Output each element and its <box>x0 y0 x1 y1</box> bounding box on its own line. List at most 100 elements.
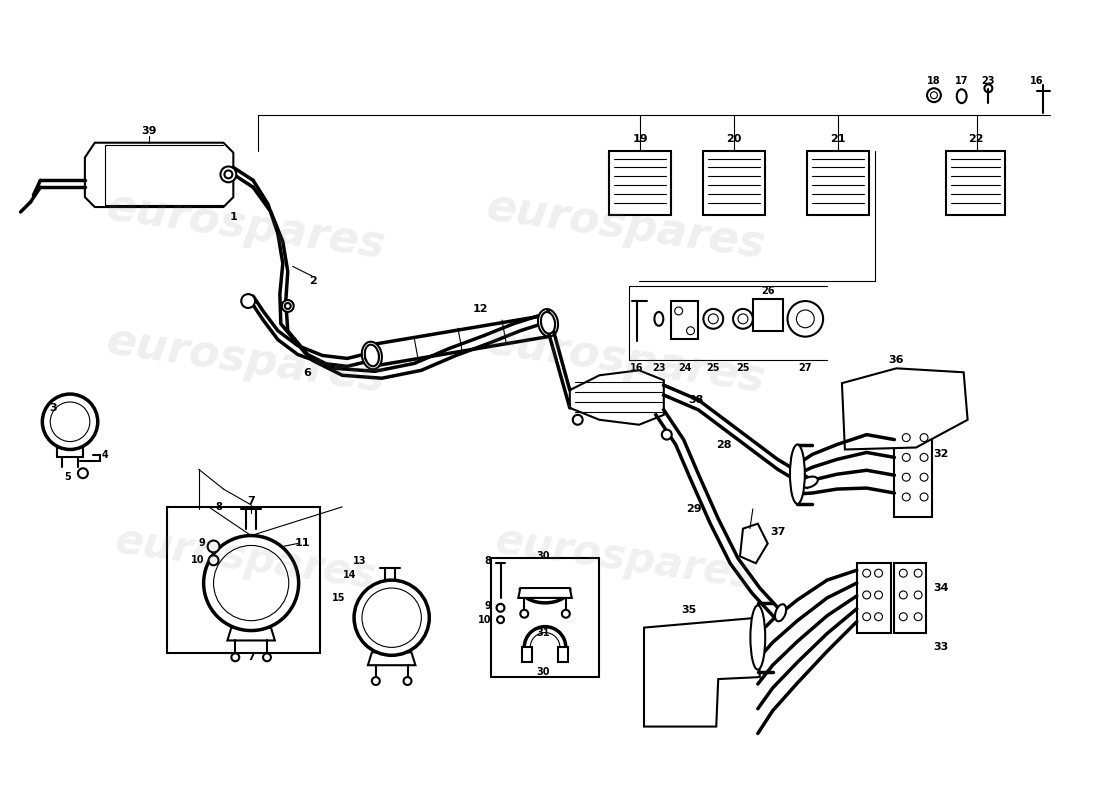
Polygon shape <box>558 647 568 662</box>
Text: eurospares: eurospares <box>112 519 378 598</box>
Text: 18: 18 <box>927 76 940 86</box>
Circle shape <box>914 591 922 599</box>
Circle shape <box>209 555 219 566</box>
Circle shape <box>862 591 870 599</box>
Text: 1: 1 <box>230 212 238 222</box>
Circle shape <box>208 541 220 552</box>
Polygon shape <box>85 142 233 207</box>
Text: 11: 11 <box>295 538 310 549</box>
Bar <box>167 507 320 654</box>
Polygon shape <box>228 628 275 641</box>
Bar <box>752 299 782 330</box>
Bar <box>857 563 891 633</box>
Text: 22: 22 <box>968 134 983 144</box>
Text: 7: 7 <box>248 652 255 662</box>
Circle shape <box>686 326 694 334</box>
Circle shape <box>231 654 240 662</box>
Text: 34: 34 <box>933 583 948 593</box>
Circle shape <box>914 570 922 577</box>
Ellipse shape <box>362 342 382 370</box>
Bar <box>703 150 764 215</box>
Circle shape <box>914 613 922 621</box>
Circle shape <box>662 430 672 439</box>
Polygon shape <box>842 368 968 450</box>
Circle shape <box>788 301 823 337</box>
Ellipse shape <box>957 90 967 103</box>
Circle shape <box>902 474 910 481</box>
Text: 8: 8 <box>216 502 222 512</box>
Text: 6: 6 <box>304 368 311 378</box>
Circle shape <box>874 591 882 599</box>
Text: 12: 12 <box>473 304 488 314</box>
Circle shape <box>362 588 421 647</box>
Text: eurospares: eurospares <box>103 319 387 402</box>
Circle shape <box>733 309 752 329</box>
Text: 16: 16 <box>1030 76 1044 86</box>
Bar <box>894 563 926 633</box>
Text: 19: 19 <box>632 134 648 144</box>
Polygon shape <box>367 652 416 666</box>
Circle shape <box>42 394 98 450</box>
Text: 10: 10 <box>477 614 492 625</box>
Circle shape <box>241 294 255 308</box>
Bar <box>894 428 932 517</box>
Circle shape <box>496 604 505 612</box>
Text: 27: 27 <box>799 363 812 374</box>
Polygon shape <box>518 588 572 598</box>
Circle shape <box>51 402 90 442</box>
Text: 23: 23 <box>981 76 996 86</box>
Ellipse shape <box>984 84 992 92</box>
Circle shape <box>796 310 814 328</box>
Text: 16: 16 <box>630 363 644 374</box>
Text: eurospares: eurospares <box>103 185 387 266</box>
Circle shape <box>931 92 937 98</box>
Text: 25: 25 <box>736 363 750 374</box>
Circle shape <box>220 166 236 182</box>
Text: 39: 39 <box>142 126 157 136</box>
Text: 26: 26 <box>761 286 774 296</box>
Text: 23: 23 <box>652 363 666 374</box>
Text: 7: 7 <box>248 496 255 506</box>
Bar <box>491 558 600 677</box>
Polygon shape <box>644 618 760 726</box>
Text: 9: 9 <box>198 538 205 549</box>
Ellipse shape <box>654 312 663 326</box>
Circle shape <box>874 613 882 621</box>
Circle shape <box>497 616 504 623</box>
Circle shape <box>920 474 928 481</box>
Text: 31: 31 <box>537 627 550 638</box>
Text: 32: 32 <box>933 450 948 459</box>
Text: 4: 4 <box>101 450 108 461</box>
Polygon shape <box>522 647 532 662</box>
Text: 25: 25 <box>706 363 721 374</box>
Text: 10: 10 <box>191 555 205 566</box>
Circle shape <box>902 434 910 442</box>
Ellipse shape <box>790 445 805 504</box>
Bar <box>807 150 869 215</box>
Ellipse shape <box>541 312 556 334</box>
Text: 24: 24 <box>678 363 691 374</box>
Circle shape <box>78 468 88 478</box>
Circle shape <box>920 454 928 462</box>
Circle shape <box>927 88 940 102</box>
Ellipse shape <box>801 477 817 488</box>
Circle shape <box>562 610 570 618</box>
Text: 15: 15 <box>331 593 345 603</box>
Circle shape <box>703 309 723 329</box>
Text: 3: 3 <box>50 403 57 413</box>
Circle shape <box>738 314 748 324</box>
Ellipse shape <box>776 604 786 622</box>
Text: 5: 5 <box>65 472 72 482</box>
Text: 35: 35 <box>681 605 696 614</box>
Text: eurospares: eurospares <box>484 185 769 266</box>
Polygon shape <box>57 447 82 458</box>
Text: 17: 17 <box>955 76 968 86</box>
Text: 9: 9 <box>484 601 491 611</box>
Circle shape <box>404 677 411 685</box>
Circle shape <box>573 415 583 425</box>
Circle shape <box>902 454 910 462</box>
Circle shape <box>900 591 908 599</box>
Bar <box>609 150 671 215</box>
Text: 30: 30 <box>537 551 550 562</box>
Circle shape <box>900 570 908 577</box>
